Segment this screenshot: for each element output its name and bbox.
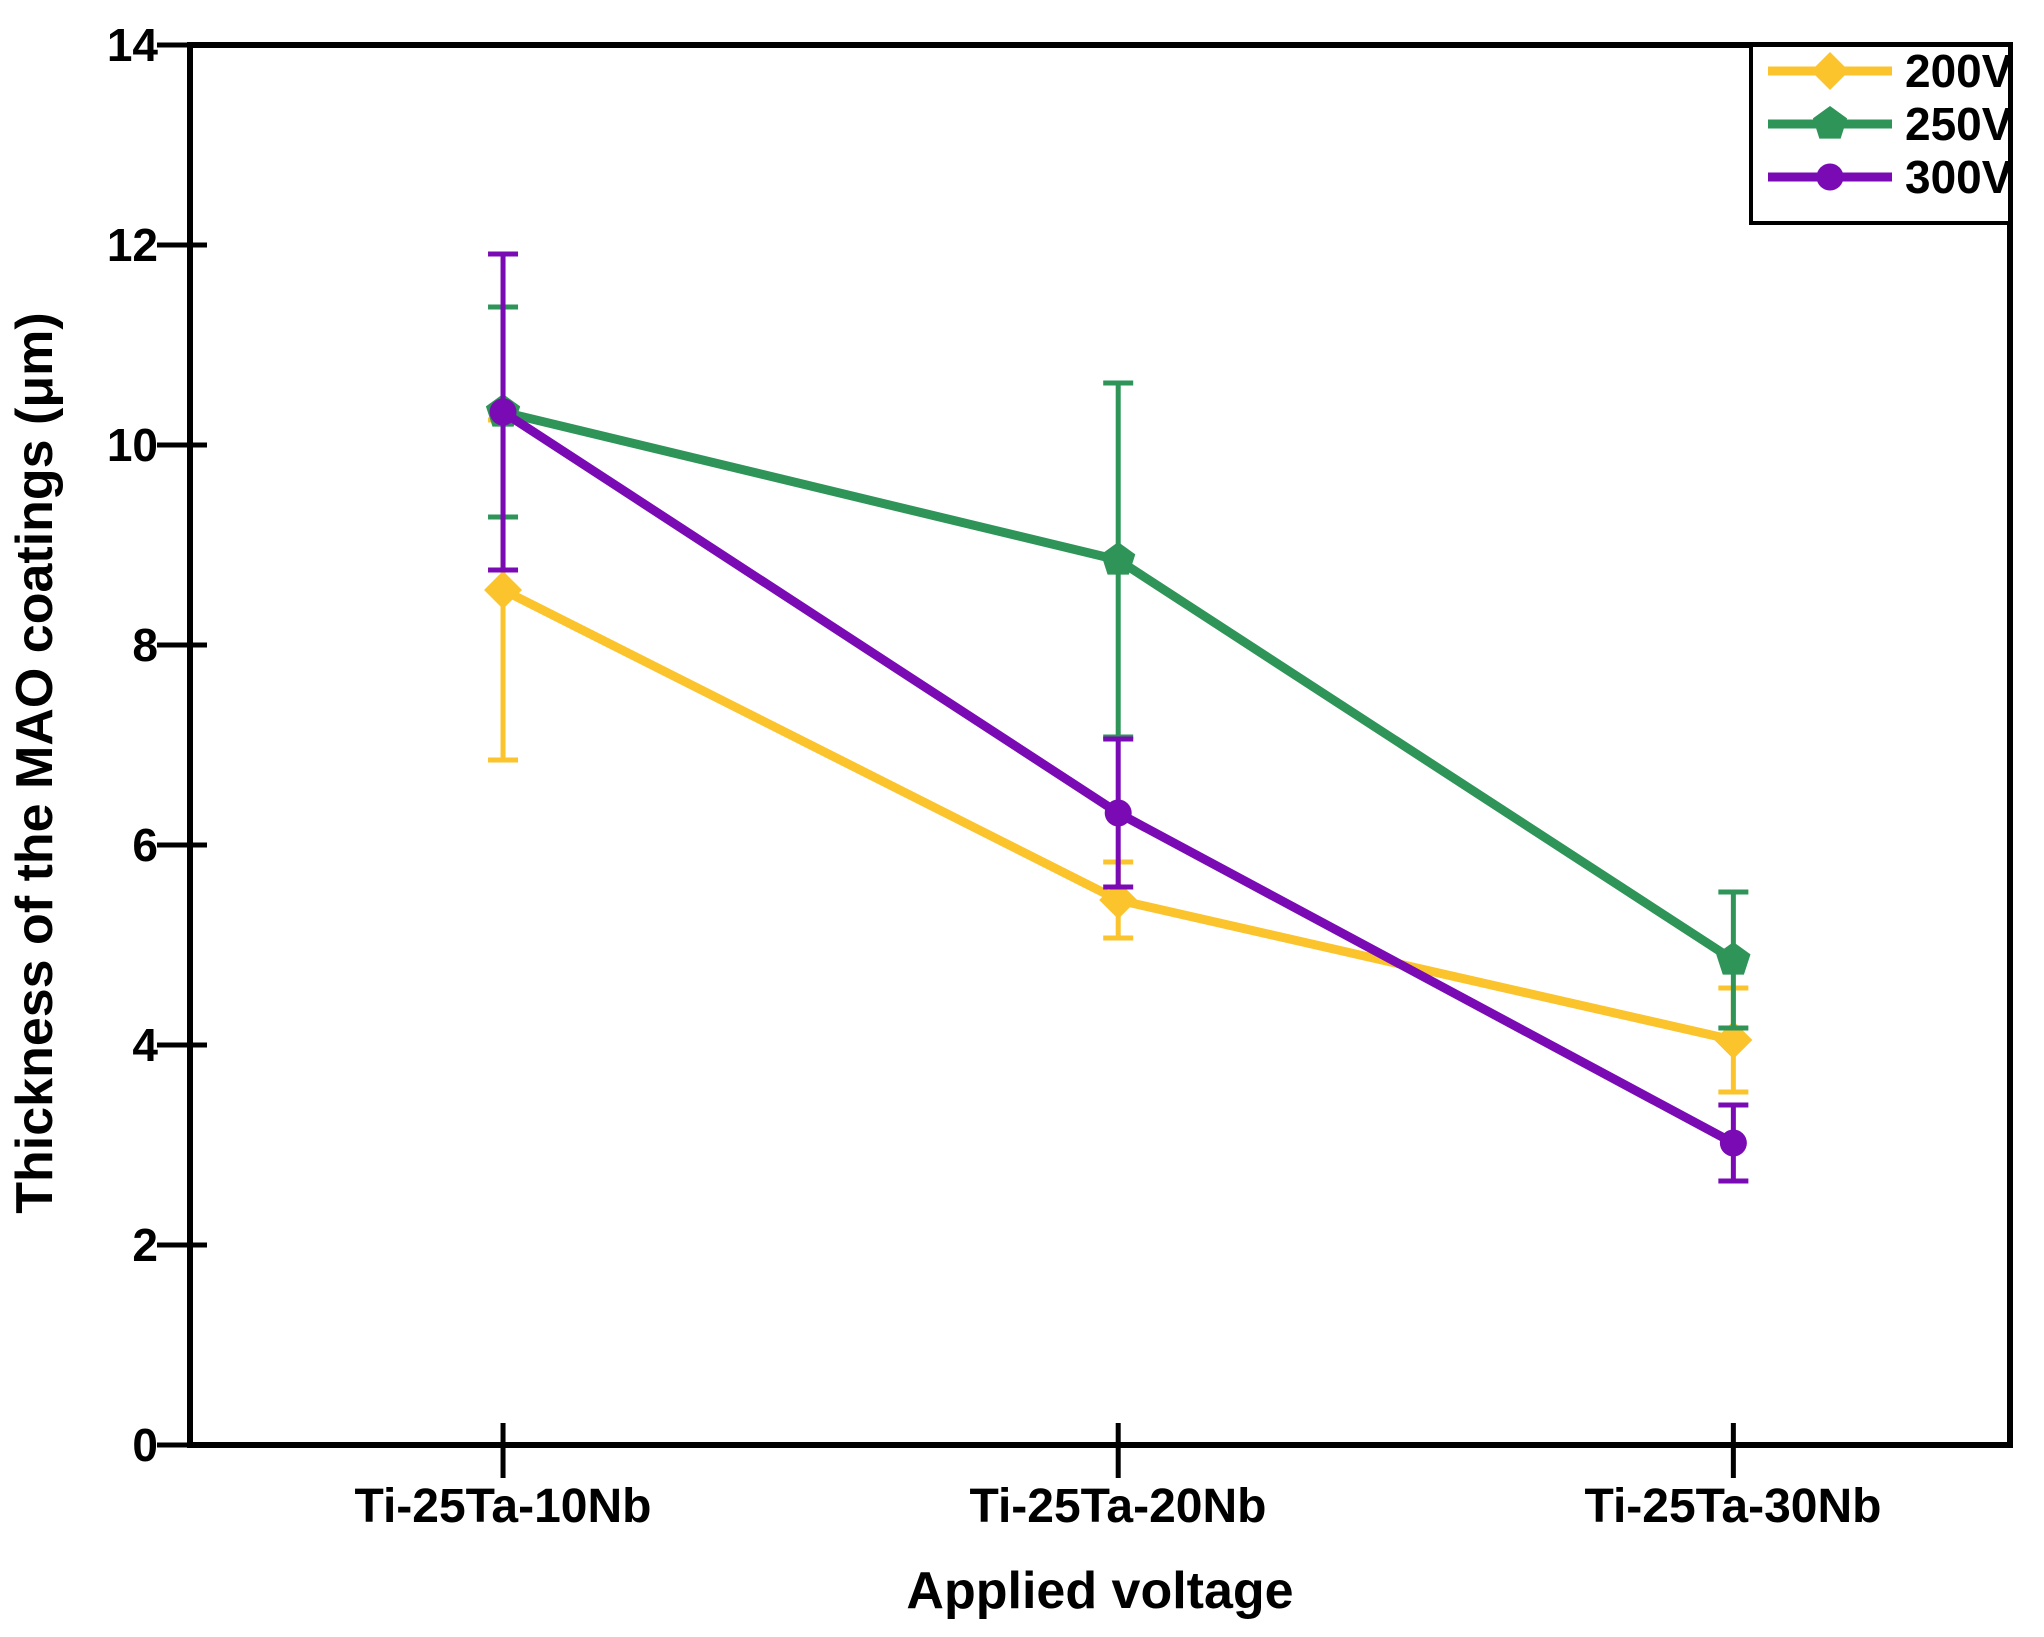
marker-pentagon [1716,942,1751,975]
x-tick-label: Ti-25Ta-30Nb [1585,1480,1882,1533]
y-tick-label: 0 [132,1419,158,1471]
marker-pentagon [1812,106,1848,139]
marker-circle [1104,799,1132,827]
x-axis-title: Applied voltage [906,1562,1293,1620]
y-tick-label: 14 [107,19,159,71]
marker-diamond [484,571,523,609]
y-tick-label: 4 [132,1019,158,1071]
marker-circle [1816,163,1844,191]
x-tick-label: Ti-25Ta-20Nb [970,1480,1267,1533]
plot-area [157,42,2013,1478]
marker-circle [1719,1129,1747,1157]
marker-circle [489,398,517,426]
marker-diamond [1811,52,1849,90]
x-axis-tick-labels: Ti-25Ta-10Nb Ti-25Ta-20Nb Ti-25Ta-30Nb [355,1480,1882,1533]
legend-glyphs [1768,52,1892,191]
y-tick-label: 2 [132,1219,158,1271]
y-tick-label: 6 [132,819,158,871]
legend: 200V 250V 300V [1749,43,2013,225]
y-tick-label: 12 [107,219,158,271]
plot-frame [187,42,2013,1448]
y-axis-tick-labels: 0 2 4 6 8 10 12 14 [107,19,159,1471]
series-300v [488,251,1749,1184]
legend-label-250v: 250V [1905,98,2013,150]
y-tick-label: 8 [132,619,158,671]
marker-pentagon [1101,542,1136,575]
legend-label-200v: 200V [1905,45,2013,97]
y-tick-label: 10 [107,419,158,471]
legend-label-300v: 300V [1905,151,2013,203]
marker-diamond [1099,881,1138,919]
y-axis-title: Thickness of the MAO coatings (μm) [6,312,64,1213]
x-tick-label: Ti-25Ta-10Nb [355,1480,652,1533]
